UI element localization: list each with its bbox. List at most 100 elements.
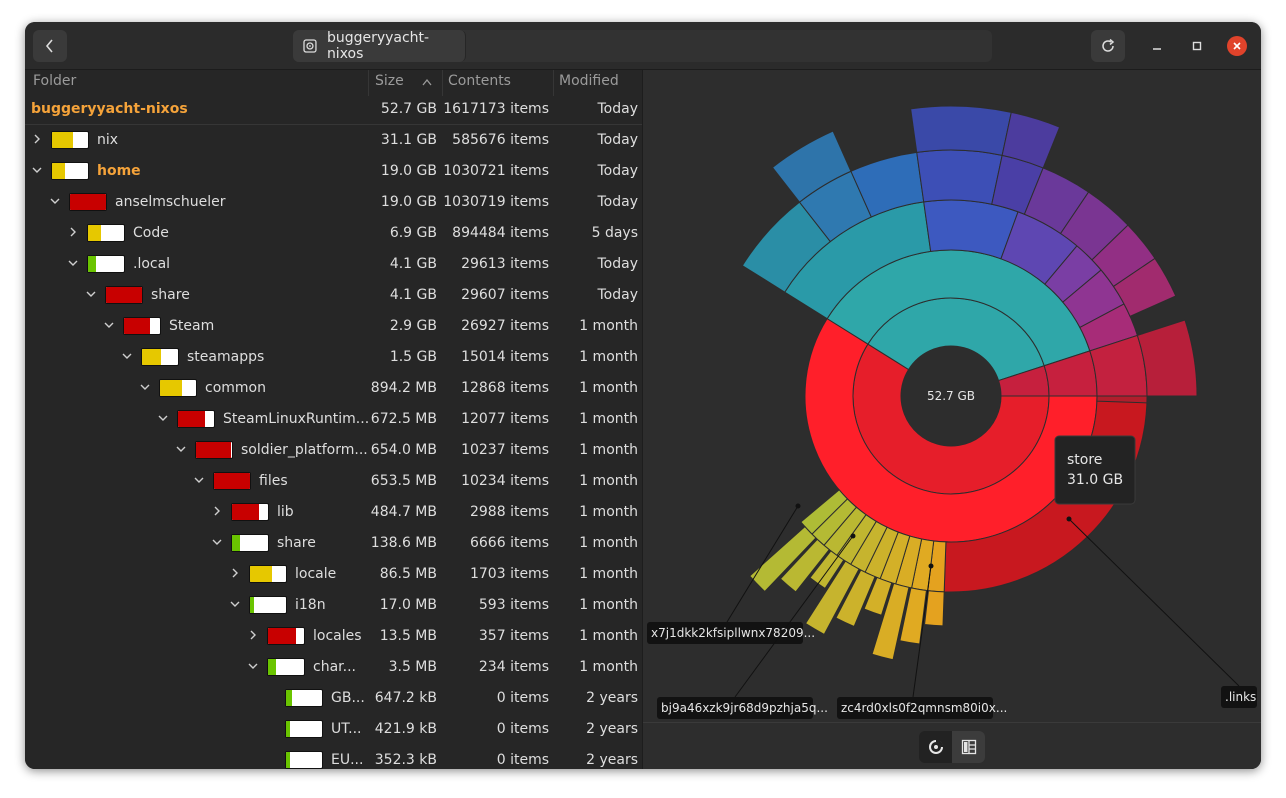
folder-name: nix bbox=[97, 132, 119, 148]
chart-pane: 52.7 GB store 31.0 GB x7j1dkk2kfsipllwnx782… bbox=[642, 70, 1261, 769]
folder-modified: 2 years bbox=[586, 752, 638, 768]
table-row[interactable]: UT... 421.9 kB 0 items 2 years bbox=[25, 714, 642, 745]
chevron-down-icon[interactable] bbox=[103, 319, 115, 331]
ring-segment-sub[interactable] bbox=[916, 149, 1003, 205]
table-row[interactable]: SteamLinuxRuntim... 672.5 MB 12077 items 1 … bbox=[25, 404, 642, 435]
location-tab[interactable]: buggeryyacht-nixos bbox=[293, 30, 466, 62]
table-row[interactable]: char... 3.5 MB 234 items 1 month bbox=[25, 652, 642, 683]
maximize-button[interactable] bbox=[1187, 36, 1207, 56]
table-row[interactable]: nix 31.1 GB 585676 items Today bbox=[25, 125, 642, 156]
view-toggle bbox=[919, 731, 985, 763]
refresh-button[interactable] bbox=[1091, 30, 1125, 62]
chevron-down-icon[interactable] bbox=[247, 660, 259, 672]
folder-modified: 1 month bbox=[579, 566, 638, 582]
chart-label-box bbox=[1221, 686, 1257, 708]
folder-name: i18n bbox=[295, 597, 326, 613]
table-row[interactable]: GB... 647.2 kB 0 items 2 years bbox=[25, 683, 642, 714]
table-row[interactable]: EU... 352.3 kB 0 items 2 years bbox=[25, 745, 642, 769]
table-row[interactable]: Code 6.9 GB 894484 items 5 days bbox=[25, 218, 642, 249]
treemap-view-button[interactable] bbox=[952, 731, 985, 763]
column-folder[interactable]: Folder bbox=[33, 73, 77, 89]
rings-chart[interactable]: 52.7 GB store 31.0 GB x7j1dkk2kfsipllwnx782… bbox=[643, 70, 1261, 722]
ring-segment-leaf[interactable] bbox=[899, 587, 927, 645]
column-modified[interactable]: Modified bbox=[559, 73, 619, 89]
chevron-right-icon[interactable] bbox=[31, 133, 43, 145]
chevron-down-icon[interactable] bbox=[49, 195, 61, 207]
table-row[interactable]: lib 484.7 MB 2988 items 1 month bbox=[25, 497, 642, 528]
table-row[interactable]: steamapps 1.5 GB 15014 items 1 month bbox=[25, 342, 642, 373]
chart-center[interactable] bbox=[901, 346, 1001, 446]
table-row[interactable]: home 19.0 GB 1030721 items Today bbox=[25, 156, 642, 187]
root-contents: 1617173 items bbox=[443, 101, 549, 117]
folder-modified: 5 days bbox=[591, 225, 638, 241]
minimize-button[interactable] bbox=[1147, 36, 1167, 56]
size-bar bbox=[249, 596, 287, 614]
folder-contents: 0 items bbox=[496, 752, 549, 768]
ring-segment-leaf[interactable] bbox=[749, 525, 817, 593]
size-bar bbox=[285, 751, 323, 769]
chevron-down-icon[interactable] bbox=[121, 350, 133, 362]
ring-segment-leaf[interactable] bbox=[924, 590, 945, 627]
chevron-down-icon[interactable] bbox=[229, 598, 241, 610]
ring-segment-sub[interactable] bbox=[1096, 395, 1148, 404]
table-row[interactable]: anselmschueler 19.0 GB 1030719 items Today bbox=[25, 187, 642, 218]
table-row[interactable]: locale 86.5 MB 1703 items 1 month bbox=[25, 559, 642, 590]
folder-name: lib bbox=[277, 504, 294, 520]
table-row[interactable]: .local 4.1 GB 29613 items Today bbox=[25, 249, 642, 280]
ring-segment-sub[interactable] bbox=[1112, 257, 1177, 317]
table-row[interactable]: locales 13.5 MB 357 items 1 month bbox=[25, 621, 642, 652]
center-size-label: 52.7 GB bbox=[927, 389, 975, 403]
close-icon bbox=[1233, 42, 1241, 50]
chevron-down-icon[interactable] bbox=[175, 443, 187, 455]
chevron-down-icon[interactable] bbox=[85, 288, 97, 300]
ring-segment-leaf[interactable] bbox=[779, 538, 830, 593]
size-bar-fill bbox=[268, 659, 276, 675]
column-size[interactable]: Size bbox=[375, 73, 404, 89]
chevron-down-icon[interactable] bbox=[211, 536, 223, 548]
column-contents[interactable]: Contents bbox=[448, 73, 511, 89]
app-window: buggeryyacht-nixos Folder Size Contents … bbox=[25, 22, 1261, 769]
ring-segment-deep[interactable] bbox=[910, 105, 1012, 156]
folder-name: share bbox=[151, 287, 190, 303]
chevron-right-icon[interactable] bbox=[229, 567, 241, 579]
root-row[interactable]: buggeryyacht-nixos 52.7 GB 1617173 items… bbox=[25, 96, 642, 125]
folder-name: share bbox=[277, 535, 316, 551]
table-row[interactable]: share 4.1 GB 29607 items Today bbox=[25, 280, 642, 311]
ring-segment-deep[interactable] bbox=[1001, 111, 1061, 169]
table-row[interactable]: common 894.2 MB 12868 items 1 month bbox=[25, 373, 642, 404]
chevron-down-icon[interactable] bbox=[157, 412, 169, 424]
ring-segment-leaf[interactable] bbox=[835, 569, 876, 628]
size-bar bbox=[213, 472, 251, 490]
ring-segment-leaf[interactable] bbox=[871, 582, 910, 661]
table-row[interactable]: soldier_platform... 654.0 MB 10237 items 1 … bbox=[25, 435, 642, 466]
back-button[interactable] bbox=[33, 30, 67, 62]
size-bar bbox=[231, 503, 269, 521]
folder-contents: 357 items bbox=[478, 628, 549, 644]
chevron-right-icon[interactable] bbox=[247, 629, 259, 641]
rings-view-button[interactable] bbox=[919, 731, 952, 763]
size-bar-fill bbox=[88, 225, 101, 241]
chevron-right-icon[interactable] bbox=[67, 226, 79, 238]
folder-modified: 1 month bbox=[579, 411, 638, 427]
close-button[interactable] bbox=[1227, 36, 1247, 56]
folder-size: 1.5 GB bbox=[389, 349, 437, 365]
ring-segment-leaf[interactable] bbox=[863, 576, 893, 616]
ring-segment-leaf[interactable] bbox=[804, 560, 860, 636]
folder-size: 4.1 GB bbox=[389, 256, 437, 272]
chevron-down-icon[interactable] bbox=[139, 381, 151, 393]
table-row[interactable]: Steam 2.9 GB 26927 items 1 month bbox=[25, 311, 642, 342]
chevron-down-icon[interactable] bbox=[67, 257, 79, 269]
tooltip-size: 31.0 GB bbox=[1067, 472, 1123, 488]
chevron-down-icon[interactable] bbox=[193, 474, 205, 486]
ring-segment-sub[interactable] bbox=[1136, 319, 1198, 397]
ring-segment-deep[interactable] bbox=[771, 130, 852, 203]
table-row[interactable]: i18n 17.0 MB 593 items 1 month bbox=[25, 590, 642, 621]
size-bar-fill bbox=[142, 349, 161, 365]
chevron-right-icon[interactable] bbox=[211, 505, 223, 517]
size-bar bbox=[105, 286, 143, 304]
folder-contents: 29607 items bbox=[461, 287, 549, 303]
chart-label-box bbox=[657, 697, 813, 719]
table-row[interactable]: share 138.6 MB 6666 items 1 month bbox=[25, 528, 642, 559]
table-row[interactable]: files 653.5 MB 10234 items 1 month bbox=[25, 466, 642, 497]
chevron-down-icon[interactable] bbox=[31, 164, 43, 176]
